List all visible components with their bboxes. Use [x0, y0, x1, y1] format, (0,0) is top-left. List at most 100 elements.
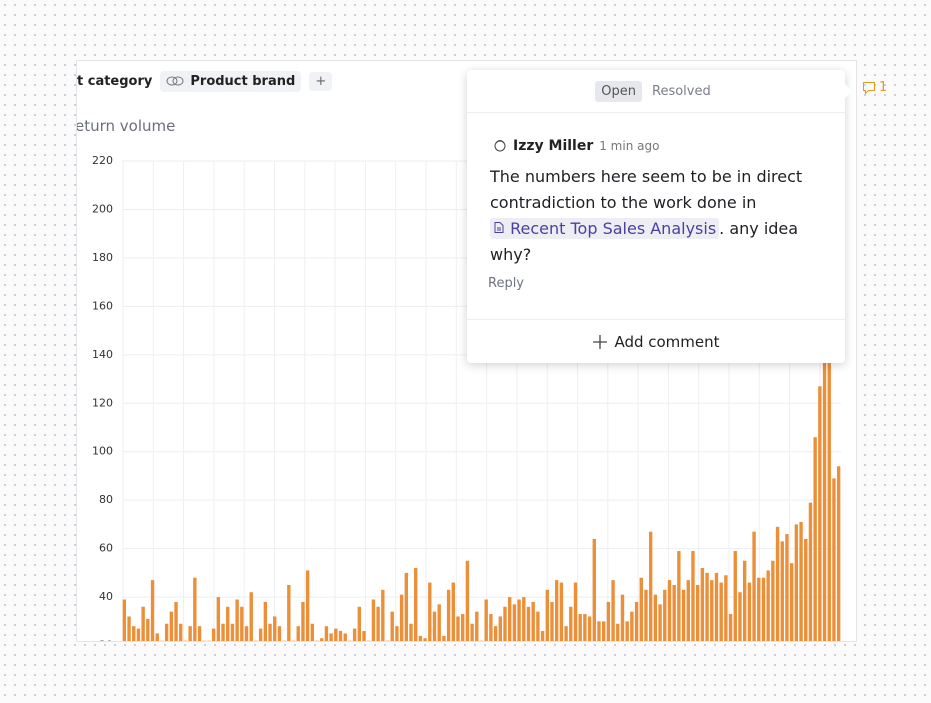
bar — [503, 606, 507, 641]
filter-label: Product brand — [190, 73, 296, 89]
y-tick-label: 40 — [99, 590, 113, 603]
bar — [789, 563, 794, 641]
bar — [583, 614, 587, 641]
bar — [381, 589, 385, 641]
bar — [216, 597, 221, 641]
bar — [461, 614, 465, 641]
y-tick-label: 180 — [92, 251, 113, 264]
reply[interactable]: Reply — [488, 276, 525, 291]
bar — [634, 601, 639, 641]
bar — [296, 626, 300, 641]
bar — [334, 628, 338, 641]
y-tick-label: 120 — [92, 396, 113, 409]
bar — [724, 575, 728, 641]
link-icon — [166, 76, 184, 86]
bar — [686, 580, 690, 641]
bar — [399, 594, 404, 641]
bar — [146, 618, 150, 641]
bar — [691, 551, 695, 641]
filter[interactable]: t category — [77, 73, 153, 89]
tab[interactable]: Open — [595, 80, 642, 102]
chart-title: eturn volume — [76, 117, 176, 135]
comment-icon — [863, 81, 875, 95]
bar — [587, 616, 592, 641]
bar — [827, 342, 831, 641]
bar — [564, 626, 568, 641]
bar — [136, 628, 141, 641]
bar — [141, 606, 145, 641]
bar — [235, 599, 239, 641]
add-comment[interactable]: Add comment — [467, 319, 845, 364]
bar — [700, 568, 705, 641]
bar — [822, 330, 827, 641]
bar — [263, 601, 268, 641]
text: The numbers here seem to be in direct co… — [490, 167, 803, 212]
bar — [550, 601, 554, 641]
bar — [771, 560, 775, 641]
bar — [244, 626, 249, 641]
y-tick-label: 20 — [99, 639, 113, 641]
bar — [273, 616, 277, 641]
bar — [573, 582, 578, 641]
bar — [451, 582, 455, 641]
bar — [338, 631, 343, 641]
bar — [559, 582, 564, 641]
bar — [371, 599, 376, 641]
tabs: Open Resolved — [467, 70, 845, 113]
bar — [418, 635, 423, 641]
y-tick-label: 160 — [92, 299, 113, 312]
bar — [465, 560, 470, 641]
count: 1 — [879, 80, 888, 95]
bar — [122, 599, 127, 641]
add-filter[interactable]: + — [309, 71, 333, 91]
bar — [780, 541, 784, 641]
bar — [606, 601, 611, 641]
bar — [742, 560, 747, 641]
comment-count[interactable]: 1 — [862, 80, 887, 95]
bar — [531, 601, 535, 641]
bar — [324, 626, 329, 641]
tab[interactable]: Resolved — [652, 83, 711, 99]
bar — [616, 623, 620, 641]
bar — [362, 631, 366, 641]
bar — [540, 631, 545, 641]
bar — [653, 594, 658, 641]
bar — [249, 592, 253, 641]
bar — [221, 623, 225, 641]
bar — [705, 572, 709, 641]
bar — [150, 580, 155, 641]
comment-header: Izzy Miller 1 min ago — [493, 138, 659, 154]
time: 1 min ago — [599, 139, 660, 153]
bar — [808, 502, 813, 641]
link-text: Recent Top Sales Analysis — [510, 219, 717, 238]
bar — [681, 589, 686, 641]
filter[interactable]: Product brand — [160, 70, 302, 92]
bar — [644, 589, 648, 641]
link[interactable]: Recent Top Sales Analysis — [490, 218, 720, 239]
bar — [766, 570, 770, 641]
bar — [639, 577, 643, 641]
bar — [747, 582, 752, 641]
bar — [785, 534, 789, 641]
bar — [188, 626, 192, 641]
bar — [484, 599, 488, 641]
bar — [197, 626, 202, 641]
comment-popover: Open Resolved Izzy Miller 1 min ago The n… — [467, 70, 852, 364]
toolbar: t category Product brand + — [77, 69, 333, 93]
bar — [733, 551, 737, 641]
bar — [512, 604, 517, 641]
plus-icon — [593, 335, 608, 349]
bar — [127, 616, 131, 641]
bar — [174, 601, 178, 641]
bar — [442, 635, 446, 641]
bar — [164, 623, 169, 641]
bar — [522, 597, 526, 641]
avatar — [494, 140, 506, 152]
bar — [545, 589, 549, 641]
bar — [193, 577, 197, 641]
bar — [508, 597, 512, 641]
bar — [578, 614, 582, 641]
bar — [672, 584, 676, 641]
bar — [728, 614, 733, 641]
